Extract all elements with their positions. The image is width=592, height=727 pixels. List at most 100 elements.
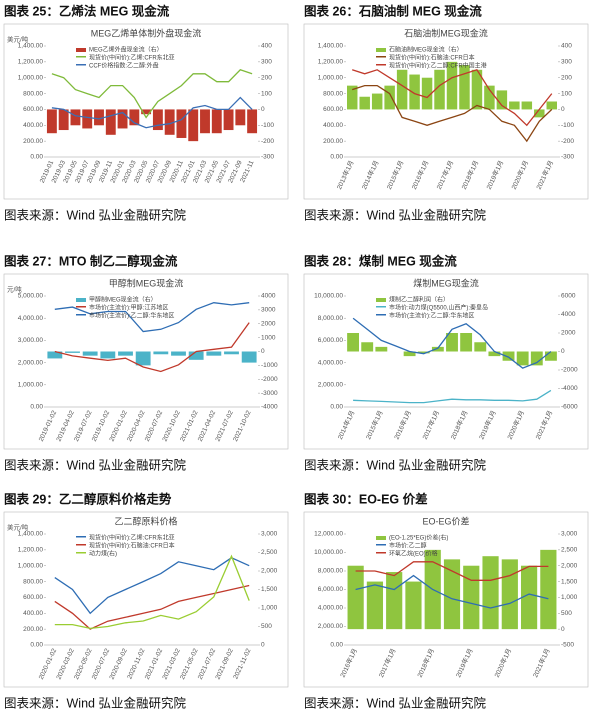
figure-source: 图表来源：Wind 弘业金融研究院 (4, 207, 186, 222)
y2-tick-label: 100 (561, 90, 572, 97)
legend-label: 现货价(中间价):乙二醇:CFR中国主港 (389, 62, 487, 70)
legend-swatch (376, 48, 386, 52)
y2-tick-label: -3000 (261, 390, 278, 397)
y-tick-label: 4,000.00 (318, 359, 344, 366)
bar (223, 109, 234, 131)
bar (65, 351, 80, 353)
y-tick-label: 200.00 (323, 138, 343, 145)
y-tick-label: 3,000.00 (18, 337, 44, 344)
bar (546, 101, 558, 110)
legend-swatch (76, 306, 86, 308)
bar (409, 74, 420, 110)
bar (224, 351, 239, 355)
unit-label: 美元/吨 (7, 35, 29, 44)
bar (58, 109, 69, 131)
chart-title: EO-EG价差 (422, 515, 469, 526)
bar (94, 109, 104, 126)
y2-tick-label: -200 (561, 138, 574, 145)
y2-tick-label: 2,000 (261, 568, 278, 575)
y-tick-label: 800.00 (323, 90, 343, 97)
y2-tick-label: -6000 (561, 404, 578, 411)
bar (384, 85, 395, 110)
y2-tick-label: 3,000 (561, 531, 578, 538)
legend-label: 现货价(中间价):石脑油:CFR日本 (89, 542, 175, 550)
bar (471, 69, 483, 110)
y2-tick-label: 200 (261, 74, 272, 81)
bar (534, 109, 545, 118)
line-series (51, 96, 253, 129)
figure-caption: 图表 29：乙二醇原料价格走势 (4, 491, 172, 506)
y-tick-label: 1,200.00 (18, 547, 44, 554)
bar (421, 77, 433, 110)
figure-caption: 图表 25：乙烯法 MEG 现金流 (4, 3, 170, 18)
bar (171, 351, 186, 356)
y-tick-label: 0.00 (30, 154, 43, 161)
y2-tick-label: 2000 (261, 320, 276, 327)
figure-source: 图表来源：Wind 弘业金融研究院 (304, 457, 486, 472)
y2-tick-label: 100 (261, 90, 272, 97)
legend-swatch (76, 552, 86, 554)
y2-tick-label: 500 (261, 623, 272, 630)
bar (371, 93, 383, 110)
y2-tick-label: 0 (261, 348, 265, 355)
y-tick-label: 1,000.00 (18, 562, 44, 569)
y2-tick-label: 3,000 (261, 531, 278, 538)
bar (176, 109, 187, 138)
bar (502, 351, 515, 361)
legend-label: 市场价(主流价):乙二醇:华东地区 (389, 312, 474, 320)
legend-label: 环氧乙烷(EO)价格 (389, 550, 438, 558)
y-tick-label: 10,000.00 (314, 549, 343, 556)
y-tick-label: 2,000.00 (18, 359, 44, 366)
y-tick-label: 8,000.00 (318, 315, 344, 322)
figure-source: 图表来源：Wind 弘业金融研究院 (4, 457, 186, 472)
bar (544, 351, 557, 361)
y2-tick-label: 500 (561, 610, 572, 617)
bar (359, 96, 370, 110)
chart-frame (3, 511, 289, 688)
bar (520, 565, 538, 630)
y-tick-label: 1,200.00 (18, 59, 44, 66)
y2-tick-label: -4000 (561, 385, 578, 392)
y-tick-label: 6,000.00 (318, 337, 344, 344)
bar (463, 565, 480, 630)
bar (521, 101, 533, 110)
legend-label: (EO-1.25*EG)价差(右) (389, 534, 448, 542)
y-tick-label: 0.00 (330, 154, 343, 161)
bar (403, 351, 416, 357)
bar (405, 581, 422, 630)
bar (347, 565, 364, 630)
bar (241, 351, 257, 363)
legend-swatch (376, 536, 386, 540)
legend-label: CCF价格指数:乙二醇:外盘 (89, 62, 159, 70)
y-tick-label: 0.00 (30, 642, 43, 649)
bar (417, 351, 430, 354)
legend-label: 煤制乙二醇利润（右） (389, 296, 449, 304)
y2-tick-label: -200 (261, 138, 274, 145)
line-series (355, 561, 549, 581)
legend-swatch (376, 64, 386, 66)
legend-swatch (376, 306, 386, 308)
y2-tick-label: 200 (561, 74, 572, 81)
bar (152, 109, 163, 131)
y-tick-label: 600.00 (23, 106, 43, 113)
legend-swatch (376, 298, 386, 302)
bar (347, 333, 360, 352)
y-tick-label: 1,000.00 (318, 74, 344, 81)
line-series (353, 389, 552, 404)
y2-tick-label: 2000 (561, 330, 576, 337)
y2-tick-label: 2,500 (561, 547, 578, 554)
line-series (54, 322, 250, 373)
y2-tick-label: 0 (561, 626, 565, 633)
y-tick-label: 400.00 (23, 610, 43, 617)
y2-tick-label: -300 (261, 154, 274, 161)
bar (141, 109, 152, 115)
bar (200, 109, 210, 134)
legend-label: 现货价(中间价):乙烯:CFR东北亚 (89, 54, 175, 62)
y-tick-label: 1,400.00 (18, 43, 44, 50)
